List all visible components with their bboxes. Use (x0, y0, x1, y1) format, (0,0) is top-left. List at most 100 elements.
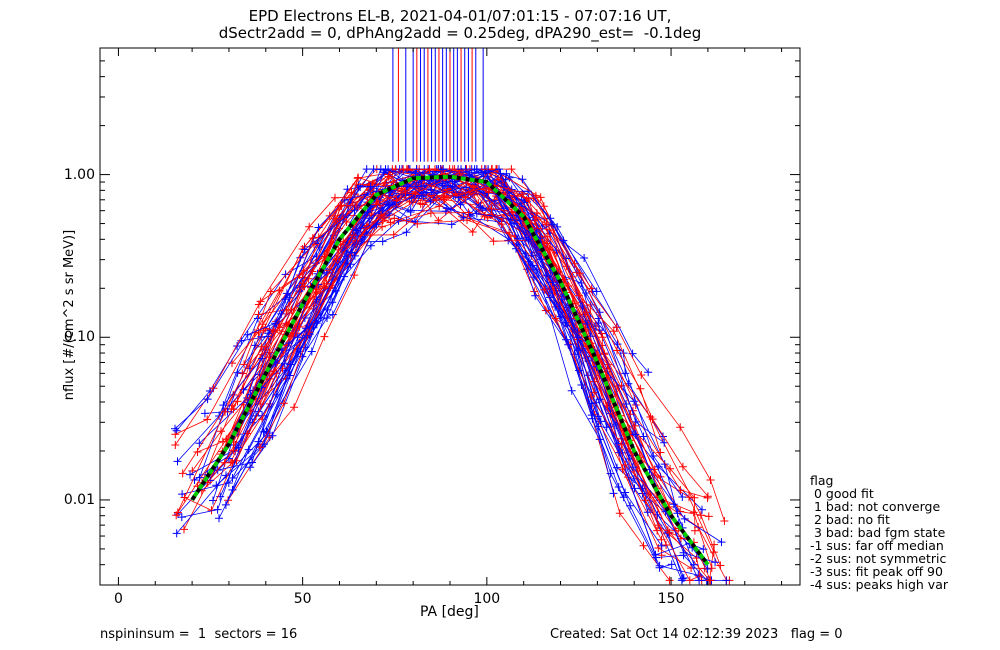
trace-line (225, 168, 695, 565)
trace-marker (312, 285, 321, 294)
trace-marker (606, 422, 615, 431)
trace-marker (582, 289, 591, 297)
median-fit-curve (190, 174, 710, 566)
trace-marker (265, 374, 274, 383)
trace-marker (331, 193, 339, 202)
trace-marker (332, 255, 341, 264)
trace-marker (399, 165, 408, 174)
trace-marker (221, 407, 229, 416)
trace-marker (328, 298, 337, 307)
trace-marker (695, 576, 704, 585)
trace-marker (322, 279, 331, 288)
trace-marker (654, 544, 663, 552)
near-90-vertical-lines (392, 48, 484, 162)
trace-marker (497, 220, 506, 229)
legend-entry: 1 bad: not converge (810, 499, 941, 514)
trace-marker (703, 492, 712, 501)
trace-marker (543, 232, 552, 241)
trace-marker (320, 332, 329, 341)
trace-marker (389, 230, 398, 239)
trace-marker (305, 222, 314, 231)
trace-marker (720, 517, 729, 525)
trace-marker (495, 165, 503, 174)
trace-marker (637, 371, 646, 379)
trace-marker (248, 458, 256, 467)
trace-marker (679, 548, 688, 557)
trace-marker (678, 493, 687, 501)
trace-marker (676, 423, 685, 432)
trace-marker (662, 541, 671, 549)
trace-line (236, 194, 682, 539)
trace-marker (234, 443, 243, 452)
trace-marker (384, 165, 393, 174)
trace-marker (257, 342, 266, 351)
trace-line (176, 170, 712, 581)
trace-marker (472, 209, 481, 218)
trace-marker (630, 397, 639, 406)
trace-marker (293, 333, 302, 342)
footer-left: nspininsum = 1 sectors = 16 (100, 627, 298, 642)
trace-marker (447, 220, 456, 229)
trace-marker (630, 474, 638, 483)
trace-marker (425, 165, 434, 174)
trace-marker (224, 479, 233, 487)
trace-line (220, 189, 624, 455)
trace-marker (639, 541, 648, 550)
trace-marker (171, 424, 179, 433)
trace-marker (706, 476, 715, 484)
trace-marker (233, 397, 242, 406)
trace-marker (595, 395, 604, 404)
trace-marker (411, 189, 420, 198)
trace-marker (619, 493, 628, 502)
trace-marker (588, 414, 597, 423)
trace-marker (219, 401, 228, 410)
trace-marker (228, 474, 237, 482)
trace-marker (631, 430, 640, 439)
trace-marker (435, 202, 444, 211)
trace-marker (290, 403, 299, 412)
trace-marker (461, 193, 470, 202)
trace-marker (285, 371, 294, 380)
trace-marker (386, 218, 395, 227)
trace-marker (722, 576, 731, 585)
trace-marker (366, 241, 375, 250)
trace-marker (314, 223, 323, 232)
pitch-angle-traces (171, 165, 734, 585)
y-tick-label: 0.01 (63, 491, 95, 508)
trace-marker (653, 526, 662, 535)
trace-marker (280, 359, 289, 368)
trace-marker (384, 172, 393, 181)
trace-marker (536, 193, 545, 202)
trace-marker (537, 255, 545, 264)
trace-line (174, 168, 603, 446)
trace-marker (320, 252, 329, 261)
trace-marker (716, 561, 725, 570)
trace-marker (655, 561, 664, 570)
trace-marker (598, 333, 607, 342)
trace-marker (717, 538, 726, 547)
y-tick-label: 0.10 (63, 329, 95, 346)
trace-marker (439, 193, 448, 201)
trace-marker (269, 325, 278, 334)
trace-marker (426, 197, 435, 206)
trace-marker (698, 505, 706, 514)
trace-marker (574, 291, 583, 300)
trace-marker (254, 407, 263, 416)
trace-marker (439, 165, 448, 174)
trace-line (209, 168, 716, 563)
trace-marker (378, 237, 387, 246)
x-axis-label: PA [deg] (420, 604, 479, 620)
trace-marker (639, 432, 648, 441)
trace-marker (177, 513, 186, 522)
trace-marker (350, 271, 359, 280)
trace-marker (587, 399, 596, 408)
trace-marker (457, 165, 465, 174)
trace-marker (690, 526, 699, 535)
trace-marker (704, 512, 713, 521)
trace-line (231, 185, 730, 581)
trace-marker (652, 553, 660, 562)
trace-marker (685, 576, 694, 585)
trace-marker (472, 165, 481, 174)
trace-marker (350, 206, 359, 215)
trace-marker (246, 463, 255, 472)
